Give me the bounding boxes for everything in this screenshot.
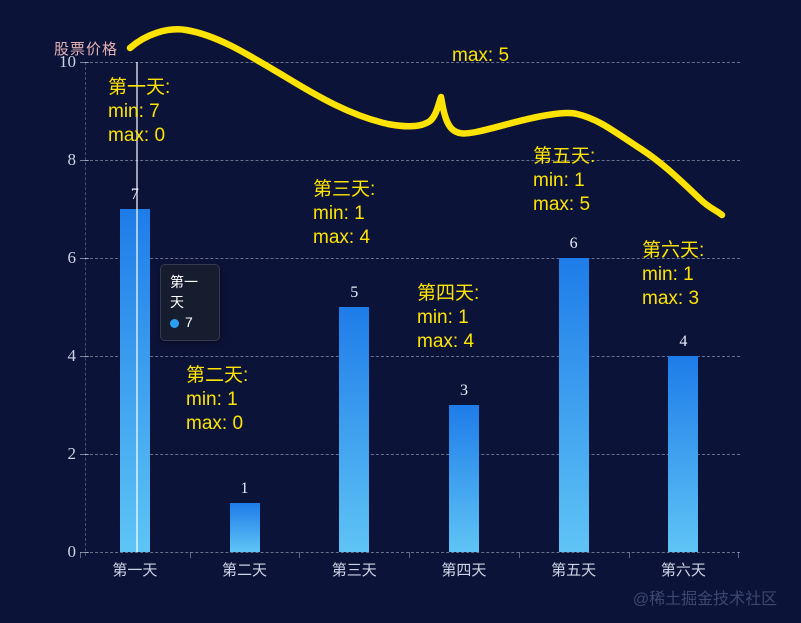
x-axis-tick-mark: [628, 552, 630, 558]
gridline-y-8: [85, 160, 740, 161]
y-axis-tick-label: 0: [67, 542, 77, 561]
x-axis-category-label: 第二天: [222, 562, 268, 579]
y-axis-tick-mark: [80, 160, 89, 161]
tooltip-value-row: 7: [170, 312, 210, 332]
y-axis-tick-label: 6: [67, 248, 77, 267]
y-axis-tick-label: 2: [67, 444, 77, 463]
annotation-0: 第一天: min: 7 max: 0: [108, 77, 171, 146]
bar-第二天[interactable]: [229, 503, 260, 552]
y-axis-tick-mark: [80, 62, 89, 63]
gridline-y-2: [85, 454, 740, 455]
y-axis-line: [85, 62, 86, 556]
y-axis-tick-mark: [80, 454, 89, 455]
tooltip-axis-pointer-line: [136, 62, 138, 552]
bar-value-label: 5: [350, 284, 359, 301]
annotation-3: 第三天: min: 1 max: 4: [313, 179, 376, 248]
y-axis-tick-mark: [80, 552, 89, 553]
x-axis-tick-mark: [80, 552, 81, 558]
tooltip-series-name: 第一天: [170, 274, 198, 310]
annotation-6: 第六天: min: 1 max: 3: [642, 240, 705, 309]
bar-value-label: 6: [569, 235, 578, 252]
y-axis-title: 股票价格: [54, 41, 119, 58]
x-axis-tick-mark: [518, 552, 520, 558]
x-axis-category-label: 第四天: [441, 562, 487, 579]
annotation-4: 第四天: min: 1 max: 4: [417, 283, 480, 352]
y-axis-tick-mark: [80, 258, 89, 259]
bar-value-label: 1: [240, 480, 249, 497]
gridline-y-0: [85, 552, 740, 553]
bar-第六天[interactable]: [668, 356, 699, 552]
bar-第四天[interactable]: [448, 405, 479, 552]
x-axis-tick-mark: [738, 552, 740, 558]
annotation-2: 第二天: min: 1 max: 0: [186, 365, 249, 434]
x-axis-category-label: 第五天: [551, 562, 597, 579]
series-marker-dot-icon: [170, 318, 179, 328]
annotation-1: max: 5: [452, 45, 510, 66]
x-axis-tick-mark: [189, 552, 191, 558]
bar-value-label: 4: [679, 333, 688, 350]
freehand-curve-path: [126, 26, 726, 219]
y-axis-tick-label: 4: [67, 346, 77, 365]
bar-第一天[interactable]: [119, 209, 150, 552]
bar-value-label: 3: [459, 382, 468, 399]
annotation-5: 第五天: min: 1 max: 5: [533, 146, 596, 215]
x-axis-tick-mark: [299, 552, 301, 558]
x-axis-category-label: 第一天: [112, 562, 158, 579]
bar-第五天[interactable]: [558, 258, 589, 552]
tooltip-value: 7: [185, 314, 193, 330]
watermark: @稀土掘金技术社区: [632, 591, 778, 608]
x-axis-category-label: 第三天: [331, 562, 377, 579]
tooltip: 第一天 7: [160, 264, 220, 341]
gridline-y-10: [85, 62, 740, 63]
y-axis-tick-label: 10: [59, 52, 76, 71]
x-axis-tick-mark: [409, 552, 411, 558]
gridline-y-6: [85, 258, 740, 259]
bar-value-label: 7: [130, 186, 139, 203]
y-axis-tick-mark: [80, 356, 89, 357]
bar-第三天[interactable]: [339, 307, 370, 552]
x-axis-category-label: 第六天: [660, 562, 706, 579]
gridline-y-4: [85, 356, 740, 357]
y-axis-tick-label: 8: [67, 150, 77, 169]
